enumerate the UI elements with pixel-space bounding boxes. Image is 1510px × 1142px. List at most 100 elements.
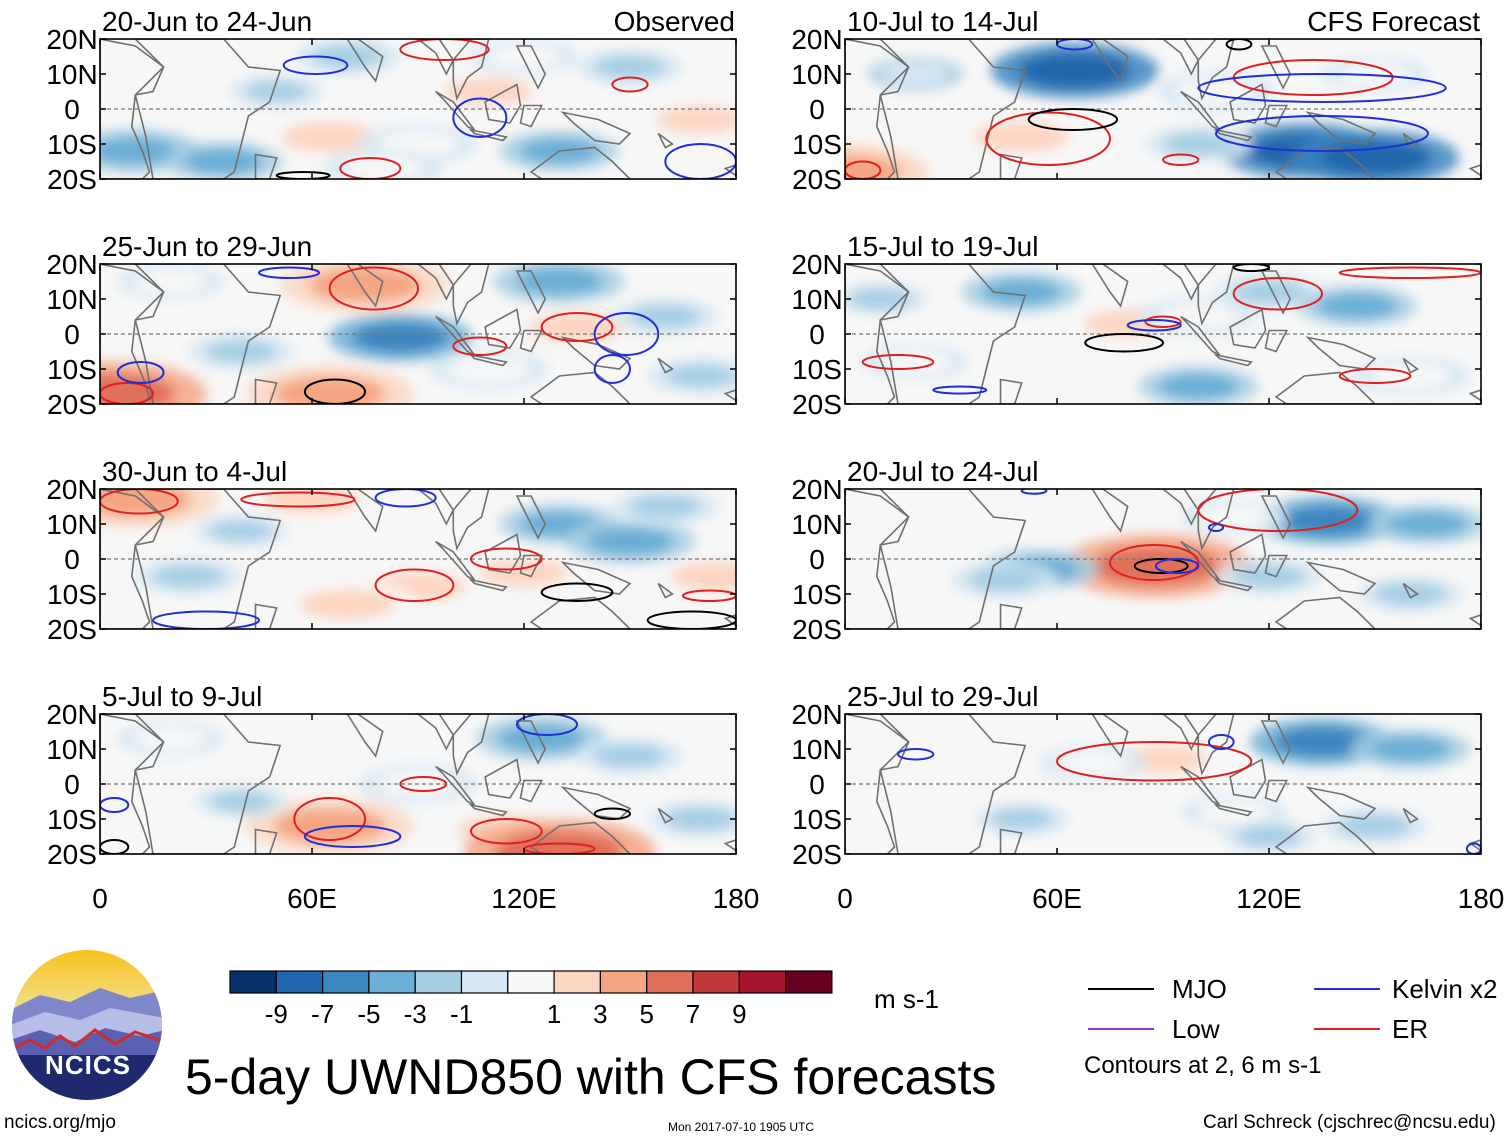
coastline	[468, 578, 508, 592]
contour-kelvin	[1154, 558, 1200, 574]
anomaly-core	[100, 137, 180, 165]
site-link[interactable]: ncics.org/mjo	[4, 1112, 116, 1133]
coastline	[1260, 270, 1292, 315]
panel-1-0: 10-Jul to 14-Jul CFS Forecast 20N 10N 0 10S 20…	[791, 6, 1482, 195]
coastline	[1264, 779, 1288, 803]
colorbar-tick-label: -3	[404, 999, 427, 1029]
coastline	[410, 39, 455, 76]
contour-er	[470, 818, 543, 845]
anomaly-core	[1281, 505, 1378, 536]
coastlines	[845, 489, 1481, 629]
contour-kelvin	[116, 361, 165, 384]
y-tick-label: 20S	[792, 839, 842, 870]
coastline	[1155, 714, 1200, 751]
coastline	[560, 111, 632, 145]
colorbar-bin	[414, 970, 463, 994]
y-tick-label: 10N	[791, 509, 842, 540]
colorbar-bin	[460, 970, 509, 994]
coastline	[999, 828, 1023, 854]
coastline	[484, 308, 522, 349]
y-tick-label: 20N	[791, 699, 842, 730]
coastline	[1264, 554, 1288, 578]
coastline	[999, 603, 1023, 629]
contour-mjo	[1133, 558, 1189, 574]
y-tick-label: 10S	[47, 129, 97, 160]
panel-period-label: 10-Jul to 14-Jul	[847, 6, 1038, 37]
coastline	[435, 540, 476, 581]
coastline	[1213, 578, 1253, 592]
contour-kelvin	[1126, 319, 1182, 332]
colorbar-bin	[322, 970, 370, 994]
contour-kelvin	[452, 97, 508, 138]
colorbar-tick-label: 5	[639, 999, 653, 1029]
x-tick-label: 120E	[491, 883, 556, 914]
coastline	[1274, 596, 1377, 629]
contour-er	[1197, 489, 1359, 532]
y-tick-label: 20N	[46, 699, 97, 730]
colorbar-bin	[275, 970, 324, 994]
anomaly-core	[594, 55, 666, 79]
y-tick-label: 0	[64, 94, 80, 125]
contour-kelvin	[303, 825, 402, 848]
coastline	[100, 39, 165, 179]
coastline	[254, 828, 278, 854]
panel-period-label: 15-Jul to 19-Jul	[847, 231, 1038, 262]
coastline	[529, 146, 632, 179]
anomaly-core	[273, 376, 386, 404]
coastline	[410, 489, 455, 526]
coastline	[1213, 803, 1253, 817]
coastline	[100, 264, 165, 404]
coastline	[1468, 389, 1481, 402]
coastline	[657, 132, 674, 149]
legend-kelvin-label: Kelvin x2	[1392, 974, 1498, 1004]
anomaly-core	[1319, 140, 1431, 176]
anomaly-core	[629, 495, 702, 518]
contour-mjo	[1084, 333, 1164, 353]
colorbar-tick-label: -7	[311, 999, 334, 1029]
coastline	[340, 264, 384, 308]
contour-mjo	[593, 807, 631, 820]
coastline	[1305, 786, 1377, 820]
credit: Carl Schreck (cjschrec@ncsu.edu)	[1203, 1112, 1496, 1133]
coastline	[519, 104, 543, 128]
anomaly-core	[989, 808, 1054, 830]
anomaly-core	[656, 105, 736, 134]
coastline	[484, 83, 522, 124]
anomaly-core	[152, 565, 225, 588]
y-tick-label: 20S	[792, 614, 842, 645]
y-tick-label: 10N	[46, 734, 97, 765]
coastline	[1085, 39, 1129, 83]
coastline	[1180, 765, 1221, 806]
y-tick-label: 10S	[47, 354, 97, 385]
coastline	[1468, 839, 1481, 852]
panel-period-label: 5-Jul to 9-Jul	[102, 681, 262, 712]
y-tick-label: 20S	[47, 164, 97, 195]
anomaly-core	[670, 561, 736, 592]
y-tick-label: 20S	[47, 389, 97, 420]
coastline	[1085, 264, 1129, 308]
anomaly-core	[1233, 565, 1305, 588]
contour-kelvin	[152, 610, 260, 629]
contour-kelvin	[664, 143, 736, 179]
contour-er	[100, 382, 154, 404]
anomaly-core	[1018, 53, 1131, 88]
y-tick-label: 10N	[791, 734, 842, 765]
anomaly-core	[968, 568, 1040, 592]
anomaly-core	[1370, 736, 1451, 762]
coastline	[560, 561, 632, 595]
coastlines	[100, 714, 736, 854]
contour-kelvin	[100, 797, 130, 813]
coastline	[1085, 489, 1129, 533]
contour-kelvin	[374, 489, 437, 508]
legend-low-swatch	[1088, 1028, 1154, 1030]
anomaly-core	[1237, 826, 1301, 847]
coastline	[1213, 128, 1253, 142]
coastline	[340, 489, 384, 533]
coastline	[1264, 104, 1288, 128]
coastline	[1155, 264, 1200, 301]
contour-er	[1144, 315, 1182, 328]
contour-er	[374, 568, 455, 602]
